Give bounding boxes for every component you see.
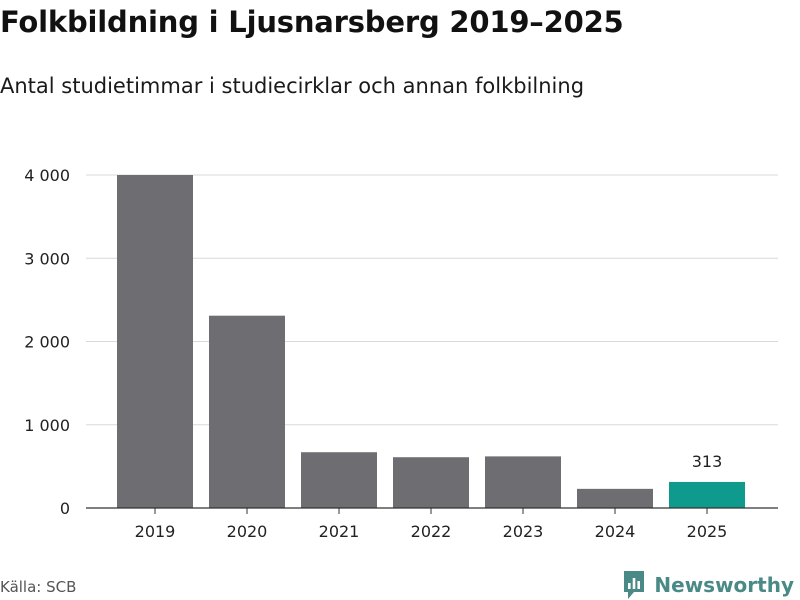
- x-tick-label: 2023: [503, 522, 544, 541]
- bar: [301, 452, 377, 508]
- y-tick-label: 1 000: [24, 416, 70, 435]
- data-label: 313: [692, 452, 723, 471]
- brand-name: Newsworthy: [654, 573, 794, 597]
- x-tick-label: 2022: [411, 522, 452, 541]
- bar: [209, 315, 285, 508]
- chart-title: Folkbildning i Ljusnarsberg 2019–2025: [0, 5, 624, 39]
- x-tick-label: 2021: [319, 522, 360, 541]
- bar: [117, 175, 193, 508]
- x-tick-label: 2020: [227, 522, 268, 541]
- y-tick-label: 3 000: [24, 249, 70, 268]
- newsworthy-logo-icon: [624, 571, 645, 599]
- bar: [485, 456, 561, 508]
- y-tick-label: 4 000: [24, 166, 70, 185]
- bar: [393, 457, 469, 508]
- y-tick-label: 2 000: [24, 333, 70, 352]
- newsworthy-brand: Newsworthy: [622, 569, 794, 600]
- x-tick-label: 2024: [595, 522, 636, 541]
- x-tick-label: 2019: [135, 522, 176, 541]
- y-tick-label: 0: [60, 499, 70, 518]
- bar: [669, 481, 745, 508]
- chart-subtitle: Antal studietimmar i studiecirklar och a…: [0, 74, 585, 98]
- source-note: Källa: SCB: [0, 578, 77, 596]
- bar: [577, 488, 653, 508]
- x-tick-label: 2025: [687, 522, 728, 541]
